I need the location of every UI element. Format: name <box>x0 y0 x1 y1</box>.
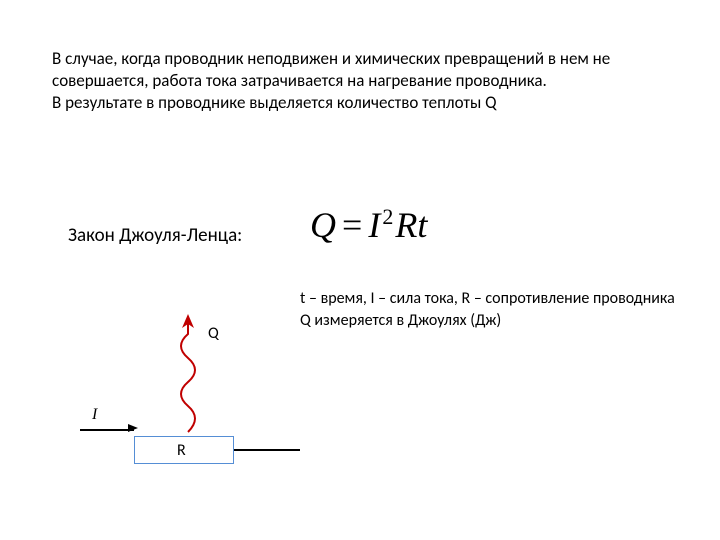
resistor-label: R <box>177 441 186 460</box>
wire-left <box>80 429 134 431</box>
current-arrow-icon <box>128 424 138 432</box>
eq-equals: = <box>342 205 362 245</box>
circuit-diagram: Q I R <box>80 300 320 480</box>
eq-t: t <box>417 205 427 245</box>
eq-I: I <box>368 205 380 245</box>
wire-right <box>234 449 300 451</box>
resistor-box: R <box>134 436 234 464</box>
current-label: I <box>92 406 97 424</box>
heat-arrow-icon <box>176 312 206 436</box>
eq-exp: 2 <box>382 204 393 229</box>
variables-text: t – время, I – сила тока, R – сопротивле… <box>300 288 680 331</box>
heat-label: Q <box>208 324 219 343</box>
law-label: Закон Джоуля-Ленца: <box>68 224 242 247</box>
equation: Q=I2Rt <box>310 204 427 246</box>
intro-text: В случае, когда проводник неподвижен и х… <box>52 48 672 114</box>
eq-R: R <box>395 205 417 245</box>
eq-Q: Q <box>310 205 336 245</box>
